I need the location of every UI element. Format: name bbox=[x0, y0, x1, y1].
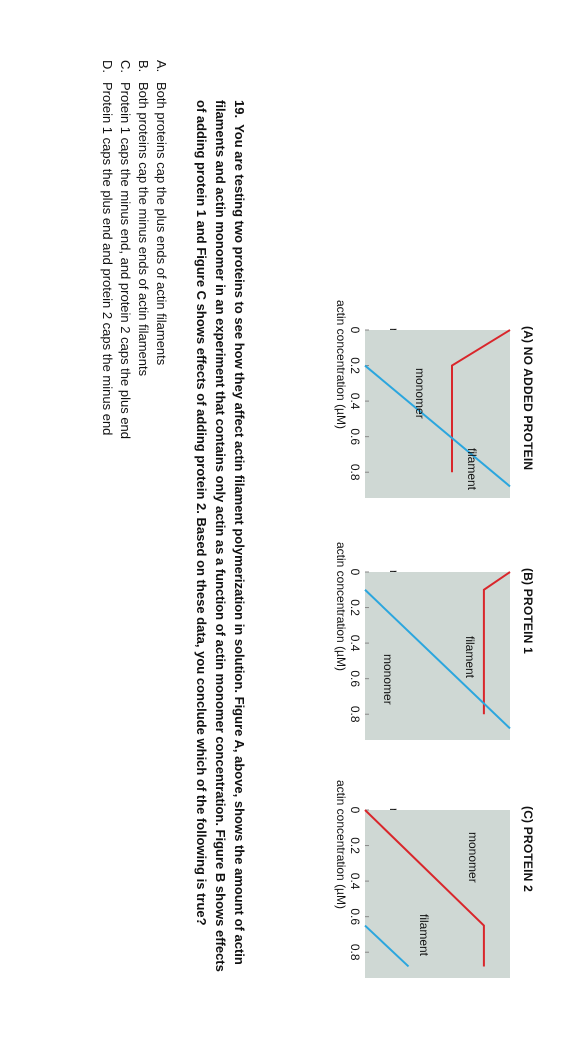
monomer-line bbox=[451, 329, 511, 473]
x-tick-label: 0.8 bbox=[348, 943, 362, 961]
plot-background bbox=[365, 810, 510, 978]
option-text: Protein 1 caps the minus end, and protei… bbox=[118, 82, 133, 440]
monomer-label: monomer bbox=[466, 832, 480, 883]
option-a[interactable]: A. Both proteins cap the plus ends of act… bbox=[152, 60, 170, 960]
option-letter: C. bbox=[118, 60, 133, 73]
option-b[interactable]: B. Both proteins cap the minus ends of ac… bbox=[134, 60, 152, 960]
option-c[interactable]: C. Protein 1 caps the minus end, and prot… bbox=[116, 60, 134, 960]
option-text: Protein 1 caps the plus end and protein … bbox=[100, 82, 115, 436]
plot-background bbox=[365, 572, 510, 740]
filament-line bbox=[364, 924, 410, 968]
question-text: You are testing two proteins to see how … bbox=[194, 100, 247, 972]
filament-line bbox=[364, 589, 511, 730]
option-text: Both proteins cap the plus ends of actin… bbox=[154, 82, 169, 366]
question-number: 19. bbox=[232, 100, 247, 119]
option-letter: B. bbox=[136, 60, 151, 73]
option-letter: A. bbox=[154, 60, 169, 73]
x-tick-label: 0 bbox=[348, 806, 362, 814]
monomer-line bbox=[364, 809, 485, 967]
x-tick-label: 0.2 bbox=[348, 837, 362, 854]
filament-line bbox=[364, 364, 511, 488]
x-tick-label: 0.4 bbox=[348, 872, 362, 890]
filament-label: filament bbox=[417, 914, 431, 957]
monomer-line bbox=[482, 571, 511, 715]
option-d[interactable]: D. Protein 1 caps the plus end and protei… bbox=[98, 60, 116, 960]
option-text: Both proteins cap the minus ends of acti… bbox=[136, 82, 151, 377]
question: 19.You are testing two proteins to see h… bbox=[192, 100, 249, 980]
x-axis-label: actin concentration (µM) bbox=[334, 780, 348, 909]
x-tick-label: 0.6 bbox=[348, 908, 362, 925]
option-letter: D. bbox=[100, 60, 115, 73]
